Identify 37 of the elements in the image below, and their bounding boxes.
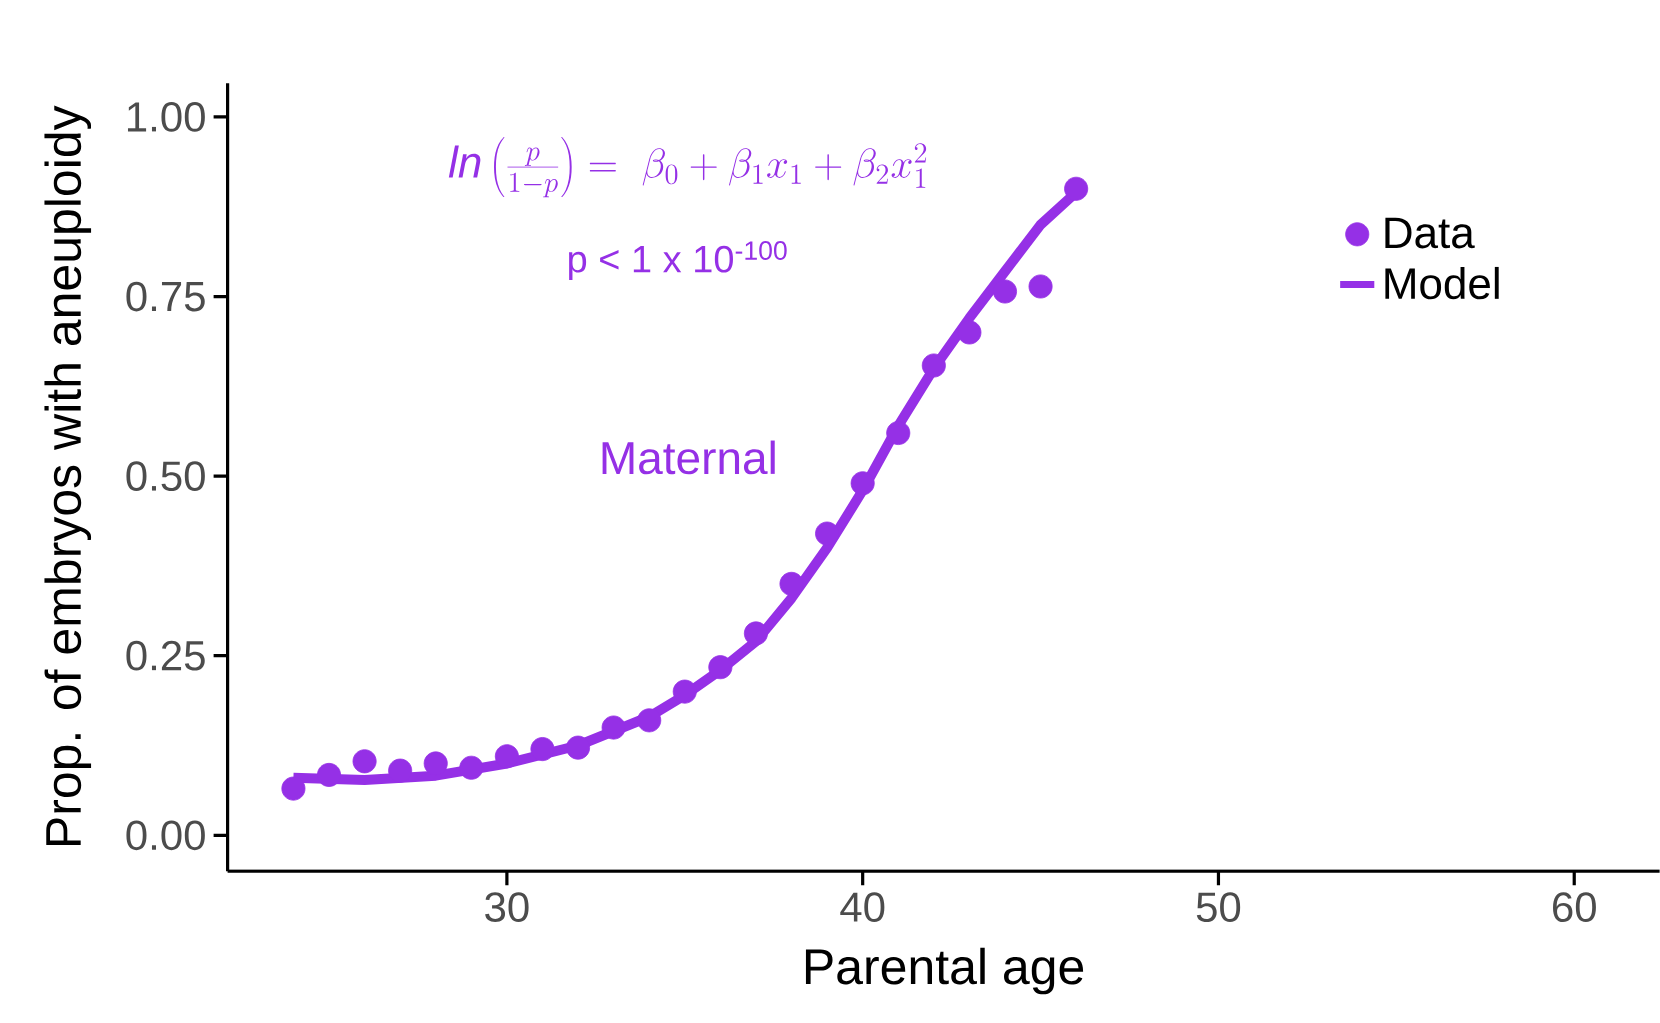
y-axis-title: Prop. of embryos with aneuploidy	[44, 105, 92, 846]
point	[992, 279, 1017, 304]
point	[743, 621, 768, 646]
legend-label: Model	[1385, 266, 1499, 300]
point	[601, 715, 626, 740]
x-tick-label: 60	[1553, 892, 1596, 922]
point	[566, 735, 591, 760]
point	[494, 744, 519, 769]
annotation: Maternal	[602, 440, 775, 475]
annotation: $\mathit{ln}\left(\frac{p}{1-p}\right)=\ \beta_0+\beta_1x_1+\beta_2x_1^2$	[448, 137, 927, 198]
point	[388, 758, 413, 783]
point	[1064, 176, 1089, 201]
y-tick-label: 0.00	[126, 820, 205, 851]
point	[352, 749, 377, 774]
point	[637, 708, 662, 733]
y-tick-label: 0.50	[126, 461, 205, 491]
y-tick-label: 1.00	[127, 102, 205, 132]
point	[530, 737, 555, 762]
point	[459, 755, 484, 780]
y-tick-label: 0.75	[126, 281, 205, 312]
point	[850, 471, 875, 496]
point	[672, 679, 697, 704]
x-tick-label: 40	[840, 892, 885, 922]
point	[957, 320, 982, 345]
annotation: p < 1 x 10$^{-100}$	[569, 241, 787, 281]
y-tick-label: 0.25	[126, 640, 205, 671]
point	[281, 776, 306, 801]
point	[708, 655, 733, 680]
x-axis-title: Parental age	[805, 947, 1084, 995]
legend-label: Data	[1385, 217, 1475, 249]
point	[1028, 274, 1053, 299]
point	[921, 353, 946, 378]
x-tick-label: 50	[1196, 892, 1241, 922]
x-tick-label: 30	[485, 892, 529, 922]
point	[779, 571, 804, 596]
point	[317, 762, 341, 787]
point	[886, 421, 911, 446]
